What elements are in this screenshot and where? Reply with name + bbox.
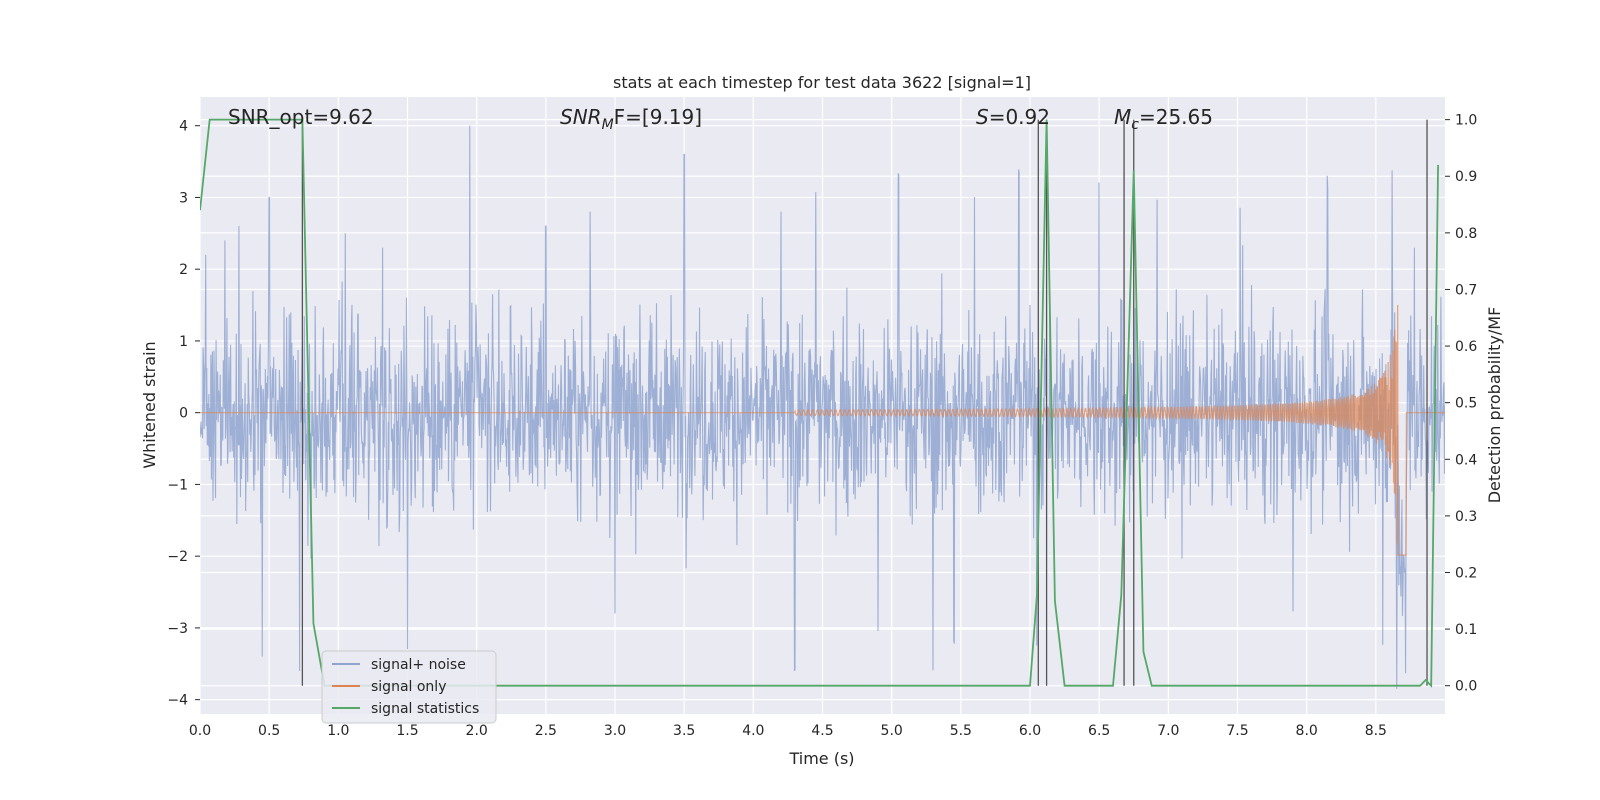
s-stat-symbol: S	[976, 105, 989, 129]
snr-mf-value: F=[9.19]	[614, 105, 702, 129]
s-stat-annotation: S=0.92	[976, 105, 1050, 129]
y-tick-label: −2	[167, 549, 188, 565]
y-tick-label: −4	[167, 693, 188, 709]
legend: signal+ noise signal only signal statist…	[321, 650, 497, 724]
x-tick-label: 0.0	[189, 723, 211, 739]
snr-mf-annotation: SNRMF=[9.19]	[560, 105, 702, 133]
y-ticks: 4 3 2 1 0 −1 −2 −3 −4	[167, 119, 200, 709]
y-axis-label: Whitened strain	[140, 341, 159, 468]
y-right-tick-label: 0.4	[1455, 452, 1477, 468]
x-tick-label: 1.0	[327, 723, 349, 739]
x-tick-label: 7.0	[1157, 723, 1179, 739]
y-tick-label: 0	[179, 406, 188, 422]
x-tick-label: 8.0	[1296, 723, 1318, 739]
x-tick-label: 0.5	[258, 723, 280, 739]
x-tick-label: 4.0	[742, 723, 764, 739]
chart-title: stats at each timestep for test data 362…	[613, 73, 1031, 92]
y-right-tick-label: 0.1	[1455, 622, 1477, 638]
y-right-tick-label: 0.8	[1455, 226, 1477, 242]
y-right-ticks: 1.0 0.9 0.8 0.7 0.6 0.5 0.4 0.3 0.2 0.1 0.0	[1445, 113, 1477, 695]
y-tick-label: 4	[179, 119, 188, 135]
snr-opt-annotation: SNR_opt=9.62	[228, 105, 374, 129]
series-signal-noise-line	[200, 125, 1445, 689]
x-tick-label: 1.5	[396, 723, 418, 739]
x-tick-label: 3.0	[604, 723, 626, 739]
legend-label-stats: signal statistics	[371, 701, 479, 717]
y-right-tick-label: 0.0	[1455, 679, 1477, 695]
legend-label-signal: signal only	[371, 679, 446, 695]
mc-subscript: c	[1131, 117, 1139, 133]
y-right-tick-label: 0.3	[1455, 509, 1477, 525]
vertical-markers	[301, 119, 1428, 686]
mc-symbol: M	[1114, 105, 1131, 129]
x-tick-label: 6.0	[1019, 723, 1041, 739]
y-right-tick-label: 0.6	[1455, 339, 1477, 355]
mc-annotation: Mc=25.65	[1114, 105, 1213, 133]
series-signal-statistics-line	[200, 118, 1439, 688]
y-tick-label: 2	[179, 262, 188, 278]
x-tick-label: 5.5	[950, 723, 972, 739]
y-tick-label: −1	[167, 477, 188, 493]
x-ticks: 0.0 0.5 1.0 1.5 2.0 2.5 3.0 3.5 4.0 4.5 5.0 5.5 6.0 6…	[189, 723, 1387, 739]
snr-mf-subscript: M	[602, 117, 614, 133]
stats-layer	[200, 118, 1439, 688]
y-tick-label: −3	[167, 621, 188, 637]
x-tick-label: 5.0	[881, 723, 903, 739]
y-right-axis-label: Detection probability/MF	[1485, 307, 1504, 504]
y-right-tick-label: 1.0	[1455, 113, 1477, 129]
x-tick-label: 2.0	[466, 723, 488, 739]
x-tick-label: 8.5	[1365, 723, 1387, 739]
y-tick-label: 3	[179, 190, 188, 206]
snr-mf-symbol: SNR	[560, 105, 602, 129]
y-right-tick-label: 0.2	[1455, 565, 1477, 581]
legend-label-noise: signal+ noise	[371, 657, 466, 673]
x-tick-label: 2.5	[535, 723, 557, 739]
y-right-tick-label: 0.7	[1455, 282, 1477, 298]
y-right-tick-label: 0.9	[1455, 169, 1477, 185]
series-layer	[200, 125, 1445, 689]
s-stat-value: =0.92	[989, 105, 1050, 129]
y-right-tick-label: 0.5	[1455, 396, 1477, 412]
x-tick-label: 4.5	[811, 723, 833, 739]
y-tick-label: 1	[179, 334, 188, 350]
x-tick-label: 3.5	[673, 723, 695, 739]
x-tick-label: 6.5	[1088, 723, 1110, 739]
x-axis-label: Time (s)	[788, 749, 854, 768]
x-tick-label: 7.5	[1226, 723, 1248, 739]
legend-box	[321, 650, 497, 724]
mc-value: =25.65	[1139, 105, 1213, 129]
series-signal-only-line	[200, 304, 1445, 556]
